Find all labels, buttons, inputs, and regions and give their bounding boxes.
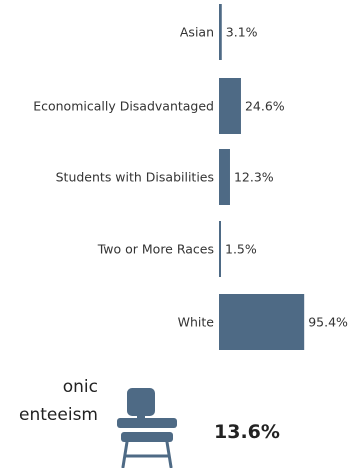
bar-two-or-more-races: [219, 221, 221, 277]
bar-white: [219, 294, 305, 350]
category-label: Students with Disabilities: [56, 170, 214, 185]
value-label: 1.5%: [225, 242, 257, 257]
value-label: 24.6%: [245, 99, 285, 114]
bar-asian: [219, 4, 222, 60]
bar-economically-disadvantaged: [219, 78, 241, 134]
category-label: Asian: [180, 25, 214, 40]
bar-students-with-disabilities: [219, 149, 230, 205]
category-label: White: [178, 315, 215, 330]
school-desk-icon: [117, 388, 177, 468]
category-label: Two or More Races: [97, 242, 214, 257]
metric-label-line1: onic: [62, 377, 98, 397]
bar-chart: Asian 3.1% Economically Disadvantaged 24.6%…: [33, 4, 348, 350]
metric-value: 13.6%: [214, 421, 280, 443]
value-label: 3.1%: [226, 25, 258, 40]
metric-label-line2: enteeism: [19, 405, 98, 425]
value-label: 95.4%: [308, 315, 348, 330]
value-label: 12.3%: [234, 170, 274, 185]
category-label: Economically Disadvantaged: [33, 99, 214, 114]
